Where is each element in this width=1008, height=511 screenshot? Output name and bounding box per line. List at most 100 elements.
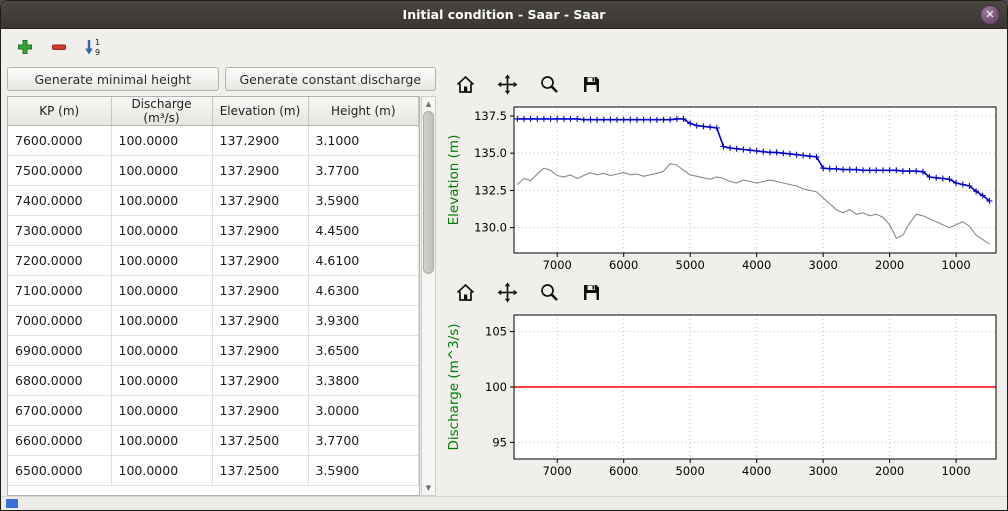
table-cell[interactable]: 3.6500 <box>308 335 419 366</box>
table-cell[interactable]: 137.2900 <box>212 305 309 336</box>
table-cell[interactable]: 100.0000 <box>111 215 213 246</box>
table-cell[interactable]: 100.0000 <box>111 185 213 216</box>
table-cell[interactable]: 3.9300 <box>308 305 419 336</box>
generator-buttons: Generate minimal height Generate constan… <box>7 67 436 91</box>
svg-text:5000: 5000 <box>676 258 705 272</box>
table-row: 6800.0000 100.0000 137.2900 3.3800 <box>8 365 419 396</box>
home-button[interactable] <box>452 279 478 305</box>
pan-button[interactable] <box>494 71 520 97</box>
save-button[interactable] <box>578 279 604 305</box>
table-cell[interactable]: 7100.0000 <box>8 275 112 306</box>
svg-text:135.0: 135.0 <box>474 146 507 160</box>
svg-text:100: 100 <box>485 380 507 394</box>
table-row: 6600.0000 100.0000 137.2500 3.7700 <box>8 425 419 456</box>
table-cell[interactable]: 137.2900 <box>212 125 309 156</box>
table-cell[interactable]: 100.0000 <box>111 275 213 306</box>
table-cell[interactable]: 3.7700 <box>308 425 419 456</box>
svg-text:132.5: 132.5 <box>474 183 507 197</box>
scrollbar-track[interactable] <box>422 111 435 481</box>
add-row-button[interactable] <box>11 33 39 61</box>
discharge-plot-toolbar <box>442 275 1005 309</box>
svg-text:2000: 2000 <box>875 258 904 272</box>
table-cell[interactable]: 4.6300 <box>308 275 419 306</box>
table-cell[interactable]: 3.5900 <box>308 185 419 216</box>
table-cell[interactable]: 100.0000 <box>111 305 213 336</box>
table-cell[interactable]: 3.7700 <box>308 155 419 186</box>
table-row: 6500.0000 100.0000 137.2500 3.5900 <box>8 455 419 486</box>
table-cell[interactable]: 100.0000 <box>111 455 213 486</box>
table-cell[interactable]: 7500.0000 <box>8 155 112 186</box>
table-cell[interactable]: 100.0000 <box>111 155 213 186</box>
column-header[interactable]: Elevation (m) <box>212 97 309 126</box>
scroll-down-icon[interactable]: ▼ <box>425 484 432 492</box>
table-cell[interactable]: 3.5900 <box>308 455 419 486</box>
pan-button[interactable] <box>494 279 520 305</box>
elevation-chart[interactable]: 7000 6000 5000 4000 3000 2000 1000 130.0 132.5 13… <box>442 101 1002 275</box>
save-icon <box>583 76 599 92</box>
home-icon <box>456 283 474 301</box>
table-cell[interactable]: 100.0000 <box>111 425 213 456</box>
table-cell[interactable]: 100.0000 <box>111 125 213 156</box>
table-cell[interactable]: 137.2900 <box>212 275 309 306</box>
table-cell[interactable]: 100.0000 <box>111 365 213 396</box>
table-cell[interactable]: 7300.0000 <box>8 215 112 246</box>
column-header[interactable]: Discharge (m³/s) <box>111 97 213 126</box>
svg-text:3000: 3000 <box>809 464 838 478</box>
table-cell[interactable]: 137.2900 <box>212 215 309 246</box>
home-button[interactable] <box>452 71 478 97</box>
generate-minimal-height-button[interactable]: Generate minimal height <box>7 67 219 91</box>
table-cell[interactable]: 100.0000 <box>111 395 213 426</box>
svg-text:7000: 7000 <box>543 258 572 272</box>
zoom-button[interactable] <box>536 279 562 305</box>
generate-constant-discharge-button[interactable]: Generate constant discharge <box>224 67 436 91</box>
table-cell[interactable]: 6700.0000 <box>8 395 112 426</box>
table-scrollbar[interactable]: ▲ ▼ <box>421 96 436 496</box>
table-cell[interactable]: 100.0000 <box>111 335 213 366</box>
table-cell[interactable]: 7600.0000 <box>8 125 112 156</box>
table-cell[interactable]: 100.0000 <box>111 245 213 276</box>
close-button[interactable]: ✕ <box>980 5 1000 25</box>
sort-numeric-icon: 1 9 <box>85 38 100 57</box>
table-cell[interactable]: 137.2500 <box>212 425 309 456</box>
table-cell[interactable]: 137.2900 <box>212 335 309 366</box>
table-cell[interactable]: 137.2900 <box>212 395 309 426</box>
table-cell[interactable]: 3.1000 <box>308 125 419 156</box>
table-cell[interactable]: 6900.0000 <box>8 335 112 366</box>
discharge-chart[interactable]: 7000 6000 5000 4000 3000 2000 1000 95 100 105 Disc… <box>442 309 1002 481</box>
table-cell[interactable]: 4.4500 <box>308 215 419 246</box>
table-cell[interactable]: 6500.0000 <box>8 455 112 486</box>
table-cell[interactable]: 137.2900 <box>212 365 309 396</box>
table-cell[interactable]: 6600.0000 <box>8 425 112 456</box>
svg-text:1000: 1000 <box>941 464 970 478</box>
scrollbar-thumb[interactable] <box>423 111 434 274</box>
table-row: 7400.0000 100.0000 137.2900 3.5900 <box>8 185 419 216</box>
table-cell[interactable]: 7000.0000 <box>8 305 112 336</box>
table-row: 6700.0000 100.0000 137.2900 3.0000 <box>8 395 419 426</box>
table-cell[interactable]: 7400.0000 <box>8 185 112 216</box>
svg-text:Discharge (m^3/s): Discharge (m^3/s) <box>446 323 462 450</box>
sort-rows-button[interactable]: 1 9 <box>79 33 107 61</box>
table-cell[interactable]: 7200.0000 <box>8 245 112 276</box>
table-cell[interactable]: 6800.0000 <box>8 365 112 396</box>
column-header[interactable]: Height (m) <box>308 97 419 126</box>
left-panel: Generate minimal height Generate constan… <box>1 65 438 496</box>
table-cell[interactable]: 137.2900 <box>212 185 309 216</box>
table-cell[interactable]: 3.0000 <box>308 395 419 426</box>
table-cell[interactable]: 4.6100 <box>308 245 419 276</box>
remove-row-button[interactable] <box>45 33 73 61</box>
table-cell[interactable]: 3.3800 <box>308 365 419 396</box>
table-cell[interactable]: 137.2500 <box>212 455 309 486</box>
save-button[interactable] <box>578 71 604 97</box>
initial-condition-table: KP (m) Discharge (m³/s) Elevation (m) Heigh… <box>7 96 420 496</box>
table-cell[interactable]: 137.2900 <box>212 245 309 276</box>
svg-text:1: 1 <box>95 38 100 47</box>
svg-text:1000: 1000 <box>941 258 970 272</box>
zoom-button[interactable] <box>536 71 562 97</box>
titlebar[interactable]: Initial condition - Saar - Saar ✕ <box>1 1 1007 29</box>
table-cell[interactable]: 137.2900 <box>212 155 309 186</box>
scroll-up-icon[interactable]: ▲ <box>425 100 432 108</box>
column-header[interactable]: KP (m) <box>8 97 112 126</box>
svg-text:6000: 6000 <box>609 464 638 478</box>
svg-text:95: 95 <box>492 435 507 449</box>
minus-icon <box>52 44 66 50</box>
